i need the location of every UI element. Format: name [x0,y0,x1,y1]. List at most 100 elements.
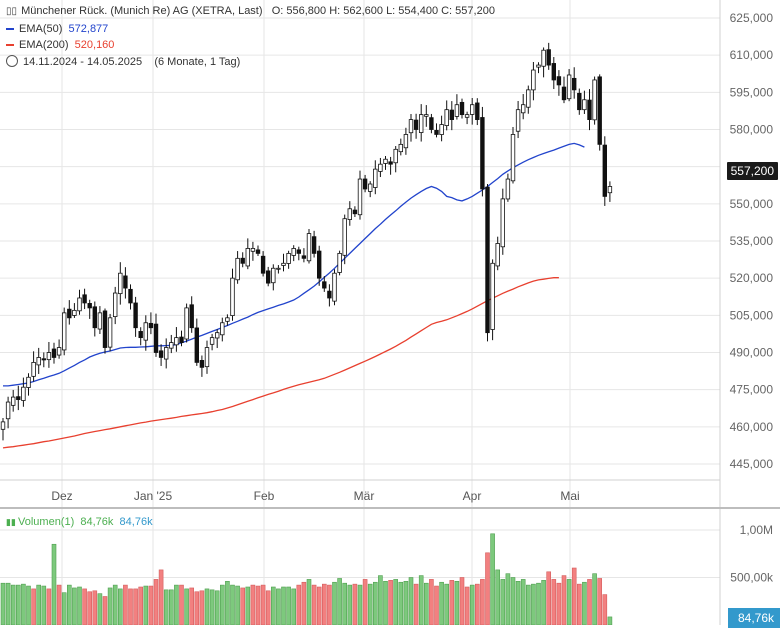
volume-bar [189,587,194,626]
candle-body [521,104,526,114]
volume-legend[interactable]: ▮▮ Volumen(1) 84,76k 84,76k [6,516,153,528]
candle-body [184,307,189,340]
candle [286,250,291,269]
candle [444,100,449,131]
volume-bar [225,580,230,626]
candle [250,241,256,261]
candle [337,250,342,276]
candle [388,156,393,175]
candle [510,127,516,184]
candle [16,385,21,411]
ema200-value: 520,160 [74,39,115,51]
volume-bar [388,580,393,626]
candle [204,340,210,374]
volume-bar [204,588,210,626]
candle-body [505,178,511,200]
candle-body [148,322,154,329]
volume-bar [87,591,92,626]
volume-bar [525,584,531,626]
candle [521,94,526,120]
candle [143,315,148,351]
candle-body [62,312,67,351]
candle-body [153,323,159,353]
candle [393,146,398,173]
candle-body [41,358,46,361]
candle-body [0,421,6,430]
candle [5,396,11,429]
candle [454,94,460,120]
candle [429,113,434,134]
legend-ema50[interactable]: EMA(50) 572,877 [6,23,108,35]
candle [169,334,174,354]
candle [526,85,531,114]
volume-bar [362,579,368,626]
y-tick-label: 625,000 [730,11,774,25]
volume-bar [214,590,220,626]
x-tick-label: Mai [560,489,579,503]
candle [311,230,317,258]
candle-body [276,267,281,270]
volume-bar [500,579,506,626]
volume-bar [459,577,465,626]
volume-bar [276,588,281,626]
candle-body [214,332,220,339]
candle [128,284,133,310]
candle-body [56,347,62,356]
candle [113,286,118,325]
candle-body [87,303,92,309]
candle-body [531,69,536,91]
candle-body [434,130,439,135]
candle-body [225,317,230,322]
candle-body [551,63,556,81]
volume-bar [36,584,42,626]
volume-bar [209,589,215,626]
candle-body [572,77,577,91]
volume-bar [265,590,271,626]
volume-bar [169,589,174,626]
candle [439,115,444,142]
candle-body [240,257,245,264]
volume-bar [235,585,240,626]
chart-title-row: ▯▯ Münchener Rück. (Munich Re) AG (XETRA… [6,5,495,17]
candle-body [561,86,567,101]
candle [62,307,67,356]
candle [220,317,225,342]
volume-bar [291,588,297,626]
volume-bar [505,573,511,626]
candle-body [546,49,551,66]
volume-bar [230,584,235,626]
ohlc-values: O: 556,800 H: 562,600 L: 554,400 C: 557,… [271,5,495,17]
candle [546,42,551,70]
last-volume-badge: 84,76k [727,608,780,628]
volume-bar [220,584,225,626]
volume-bar [367,583,373,626]
candle-chart-icon: ▯▯ [6,6,18,17]
candle [158,344,164,366]
candle-body [408,119,414,134]
volume-bar [296,584,302,626]
volume-bar [347,584,353,626]
volume-bar [118,588,123,626]
candle-body [291,248,296,256]
candle [577,88,582,115]
y-tick-label: 595,000 [730,85,774,99]
candle [118,262,123,305]
legend-ema200[interactable]: EMA(200) 520,160 [6,39,114,51]
candle-body [189,304,194,329]
candle-body [301,255,307,259]
volume-bar [123,584,128,626]
candle [209,333,215,351]
volume-bar [434,585,439,626]
candle [316,245,322,286]
y-tick-label: 520,000 [730,271,774,285]
volume-bar [240,587,245,626]
candle-body [209,337,215,345]
candle [21,377,26,407]
volume-bar [281,586,286,626]
volume-bar [582,581,587,626]
volume-bar [250,584,256,626]
candle [342,214,347,265]
volume-bar [597,578,603,626]
candle [592,76,597,125]
candle [107,313,113,352]
